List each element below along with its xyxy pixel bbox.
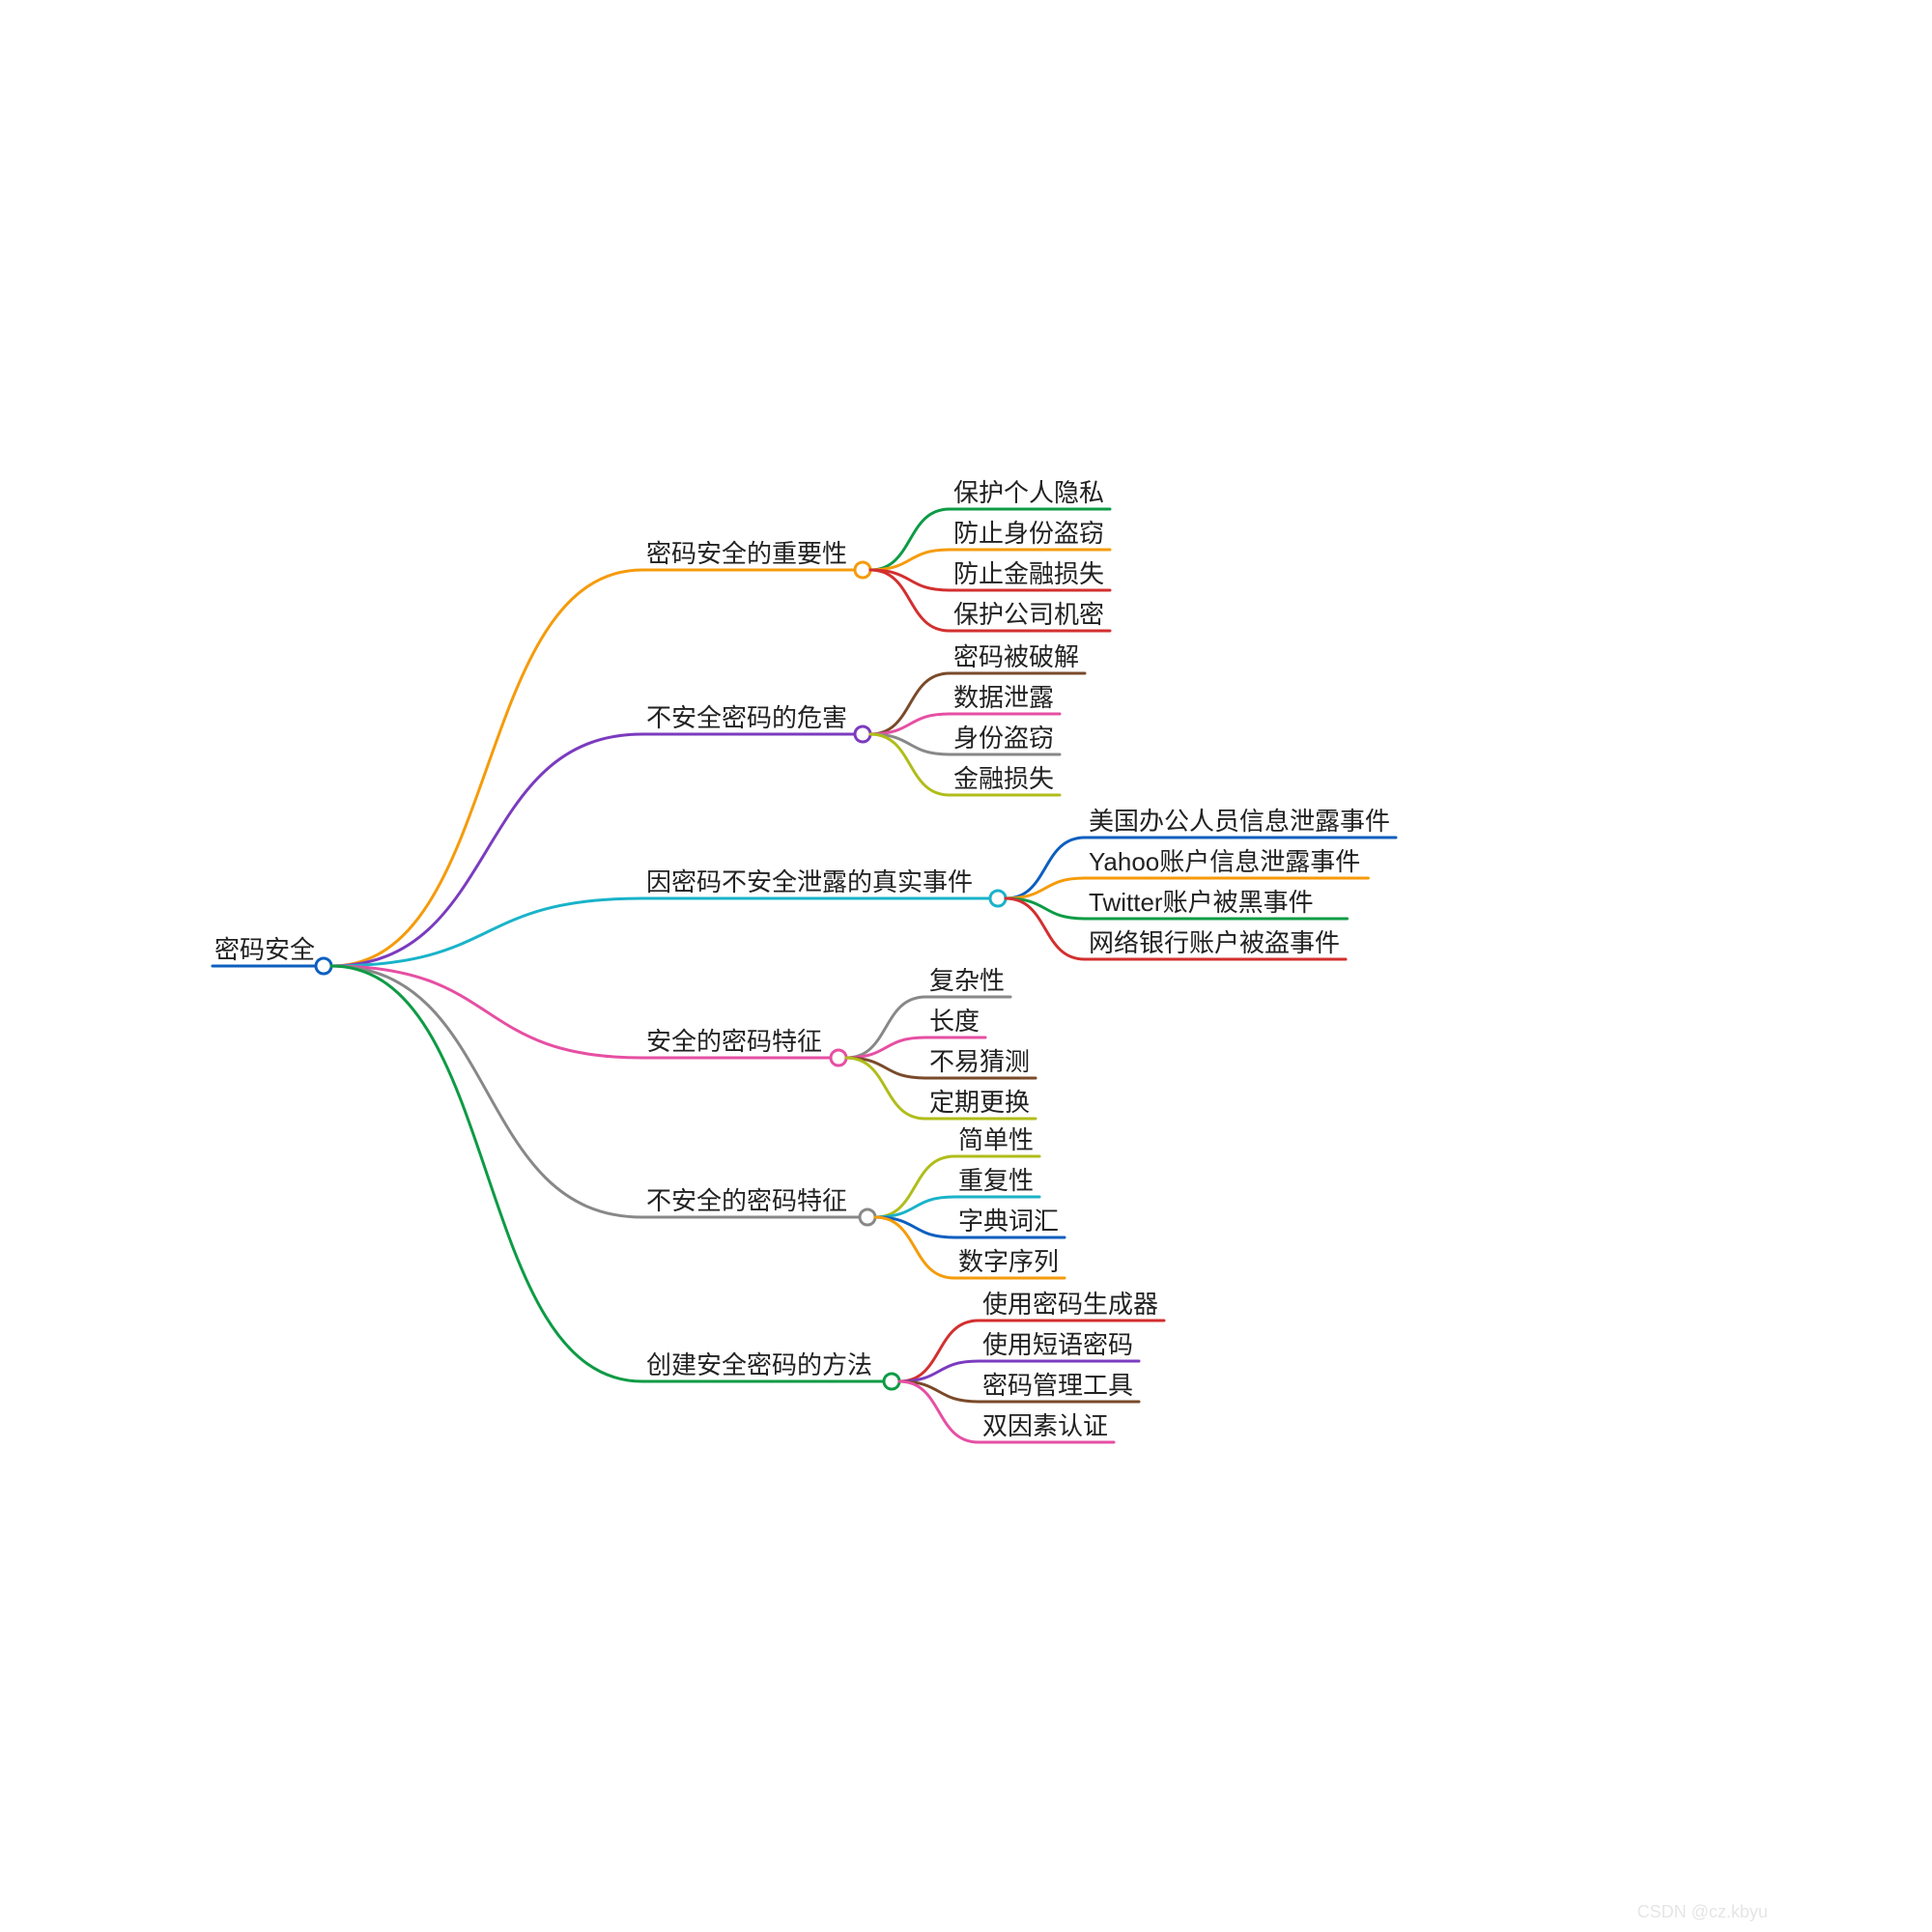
watermark: CSDN @cz.kbyu	[1637, 1902, 1768, 1921]
leaf-label-0-2: 防止金融损失	[953, 559, 1104, 588]
branch-label-1: 不安全密码的危害	[646, 703, 847, 732]
leaf-label-5-0: 使用密码生成器	[982, 1290, 1158, 1319]
leaf-label-1-1: 数据泄露	[953, 683, 1054, 712]
branch-label-5: 创建安全密码的方法	[646, 1350, 872, 1379]
leaf-label-5-3: 双因素认证	[982, 1411, 1108, 1440]
branch-label-4: 不安全的密码特征	[646, 1186, 847, 1215]
leaf-label-3-0: 复杂性	[929, 966, 1005, 995]
leaf-label-1-3: 金融损失	[953, 764, 1054, 793]
leaf-label-3-3: 定期更换	[929, 1088, 1030, 1117]
leaf-label-1-0: 密码被破解	[953, 642, 1079, 671]
branch-label-0: 密码安全的重要性	[646, 539, 847, 568]
branch-label-3: 安全的密码特征	[646, 1027, 822, 1056]
leaf-label-1-2: 身份盗窃	[953, 724, 1054, 753]
leaf-label-0-3: 保护公司机密	[953, 600, 1104, 629]
leaf-label-4-2: 字典词汇	[958, 1207, 1059, 1236]
leaf-label-0-1: 防止身份盗窃	[953, 519, 1104, 548]
leaf-label-4-0: 简单性	[958, 1125, 1034, 1154]
leaf-label-5-2: 密码管理工具	[982, 1371, 1133, 1400]
leaf-label-2-3: 网络银行账户被盗事件	[1089, 928, 1340, 957]
mindmap-svg: 密码安全 密码安全的重要性 保护个人隐私防止身份盗窃防止金融损失保护公司机密不安全密…	[0, 0, 1932, 1932]
leaf-label-2-1: Yahoo账户信息泄露事件	[1089, 847, 1360, 876]
leaf-label-2-2: Twitter账户被黑事件	[1089, 888, 1314, 917]
leaf-label-3-1: 长度	[929, 1007, 980, 1036]
leaf-label-2-0: 美国办公人员信息泄露事件	[1089, 807, 1390, 836]
branch-label-2: 因密码不安全泄露的真实事件	[646, 867, 973, 896]
leaf-label-5-1: 使用短语密码	[982, 1330, 1133, 1359]
leaf-label-4-1: 重复性	[958, 1166, 1034, 1195]
leaf-label-0-0: 保护个人隐私	[953, 478, 1104, 507]
leaf-label-4-3: 数字序列	[958, 1247, 1059, 1276]
root-label: 密码安全	[214, 935, 315, 964]
leaf-label-3-2: 不易猜测	[929, 1047, 1030, 1076]
